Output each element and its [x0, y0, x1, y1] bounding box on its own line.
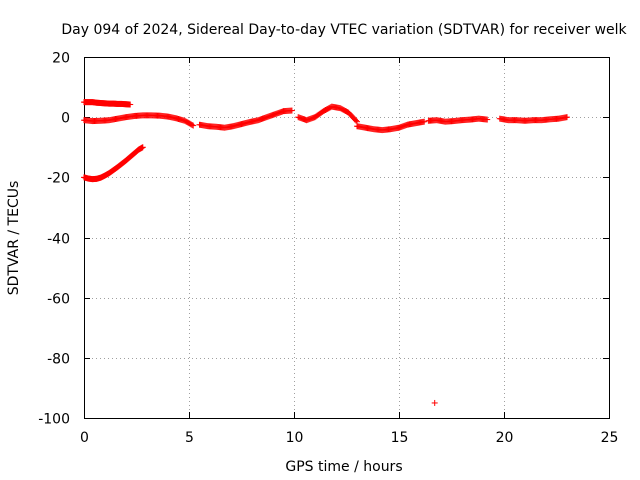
tick-labels: 0 5 10 15 20 25 20 0 -20 -40 -60 -80 -100 [38, 51, 618, 447]
data-point-baseline-0-5 [190, 122, 197, 129]
x-tick-label: 5 [185, 430, 194, 446]
y-tick-label: 0 [61, 111, 70, 127]
y-tick-label: -60 [47, 292, 70, 308]
y-axis-label: SDTVAR / TECUs [6, 181, 22, 296]
data-point-segment-20-23 [564, 114, 570, 121]
y-tick-label: -80 [47, 352, 70, 368]
data-marks [81, 99, 570, 406]
y-tick-label: -100 [38, 412, 70, 428]
data-point-segment-13-16 [421, 118, 428, 125]
x-tick-label: 20 [496, 430, 514, 446]
y-tick-label: 20 [52, 51, 70, 67]
data-point-arc-top-early [127, 101, 134, 108]
chart-title: Day 094 of 2024, Sidereal Day-to-day VTE… [61, 22, 627, 38]
y-tick-label: -20 [47, 171, 70, 187]
x-tick-label: 0 [80, 430, 89, 446]
data-point-outlier [431, 399, 438, 406]
x-tick-label: 25 [601, 430, 619, 446]
x-tick-label: 10 [286, 430, 304, 446]
x-tick-label: 15 [391, 430, 409, 446]
x-axis-label: GPS time / hours [285, 459, 402, 475]
data-point-segment-5-9 [288, 107, 295, 114]
ticks [84, 57, 610, 419]
data-point-baseline-0-5 [189, 121, 196, 128]
data-point-segment-10-13 [352, 117, 359, 124]
data-point-arc-descending [139, 144, 146, 151]
data-point-segment-16-19 [484, 116, 491, 123]
y-tick-label: -40 [47, 232, 70, 248]
